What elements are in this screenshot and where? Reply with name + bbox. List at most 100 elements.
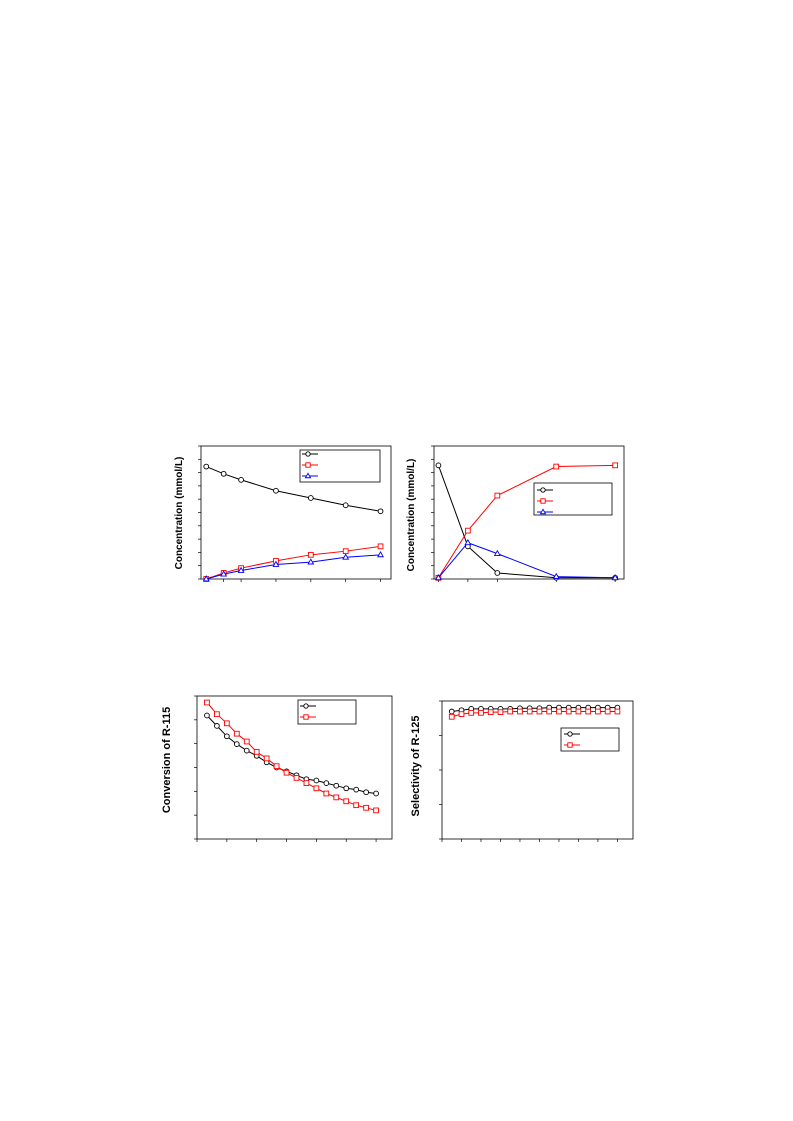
series-line-1: [206, 715, 377, 794]
data-point: [263, 755, 270, 762]
data-point: [343, 798, 350, 805]
data-point: [575, 708, 582, 715]
data-point: [220, 470, 227, 477]
data-point: [323, 790, 330, 797]
data-point: [342, 553, 350, 560]
data-point: [293, 775, 300, 781]
data-point: [313, 785, 320, 792]
data-point: [203, 463, 210, 470]
data-point: [333, 782, 340, 789]
data-point: [377, 550, 385, 558]
legend-marker-2: [303, 714, 309, 720]
chart-panel-1: Concentration (mmol/L): [174, 445, 392, 582]
data-point: [343, 785, 350, 792]
data-point: [464, 538, 472, 546]
data-point: [448, 708, 455, 715]
legend-marker-1: [540, 487, 546, 493]
data-point: [333, 794, 340, 801]
data-point: [363, 804, 369, 811]
plot-frame: [441, 700, 634, 840]
chart-panel-2: Concentration (mmol/L): [406, 445, 625, 582]
data-point: [377, 508, 384, 515]
data-point: [517, 708, 523, 715]
data-point: [487, 709, 494, 716]
data-point: [233, 730, 240, 737]
series-marks: [198, 445, 385, 582]
data-point: [353, 802, 360, 809]
data-point: [458, 711, 465, 717]
data-point: [237, 566, 245, 573]
series-line-2: [451, 711, 618, 718]
data-point: [526, 708, 533, 715]
data-point: [342, 548, 349, 555]
data-point: [307, 551, 314, 558]
data-point: [214, 711, 220, 718]
legend-marker-2: [305, 462, 311, 468]
data-point: [223, 720, 230, 727]
data-point: [448, 713, 455, 720]
data-point: [214, 723, 220, 729]
data-point: [497, 709, 504, 716]
data-point: [494, 570, 501, 576]
series-line-2: [206, 545, 381, 580]
data-point: [373, 807, 379, 814]
data-point: [585, 708, 592, 715]
legend-marker-1: [303, 703, 309, 709]
data-point: [273, 487, 279, 494]
data-point: [377, 543, 384, 550]
series-line-1: [437, 465, 616, 579]
legend-box: [533, 482, 613, 516]
data-point: [468, 709, 475, 716]
data-point: [238, 477, 244, 483]
data-point: [507, 708, 514, 715]
data-point: [565, 708, 572, 715]
data-point: [595, 708, 601, 715]
chart-panel-3: Conversion of R-115: [161, 695, 393, 842]
data-point: [494, 492, 501, 499]
chart-panel-4: Selectivity of R-125: [410, 700, 634, 842]
data-point: [223, 733, 230, 740]
data-point: [273, 763, 280, 770]
data-point: [611, 573, 619, 581]
data-point: [434, 573, 442, 581]
data-point: [478, 709, 484, 716]
legend-marker-1: [567, 731, 573, 737]
y-axis-label: Concentration (mmol/L): [406, 459, 417, 572]
data-point: [204, 712, 210, 719]
series-line-1: [451, 707, 618, 713]
data-point: [493, 549, 501, 556]
legend-marker-1: [305, 451, 311, 457]
y-axis-label: Concentration (mmol/L): [174, 457, 185, 570]
data-point: [342, 502, 349, 509]
series-marks: [431, 445, 619, 582]
series-line-3: [438, 542, 616, 579]
plot-frame: [196, 695, 393, 840]
data-point: [243, 738, 250, 745]
y-axis-label: Conversion of R-115: [161, 707, 173, 813]
data-point: [313, 777, 320, 784]
legend-marker-3: [304, 472, 312, 479]
data-point: [323, 780, 330, 786]
data-point: [614, 708, 621, 715]
data-point: [220, 570, 228, 577]
data-point: [202, 575, 210, 582]
series-marks: [194, 695, 379, 842]
data-point: [233, 741, 240, 747]
y-axis-label: Selectivity of R-125: [410, 716, 422, 817]
data-point: [604, 708, 611, 715]
data-point: [253, 749, 260, 755]
data-point: [612, 462, 619, 469]
data-point: [553, 463, 560, 470]
data-point: [283, 769, 290, 776]
data-point: [303, 780, 310, 786]
data-point: [272, 560, 280, 567]
data-point: [373, 790, 379, 797]
data-point: [353, 786, 360, 793]
data-point: [556, 708, 562, 715]
data-point: [465, 527, 471, 534]
data-point: [546, 708, 553, 715]
legend-marker-2: [540, 498, 546, 504]
data-point: [307, 558, 315, 565]
series-line-2: [437, 464, 616, 579]
